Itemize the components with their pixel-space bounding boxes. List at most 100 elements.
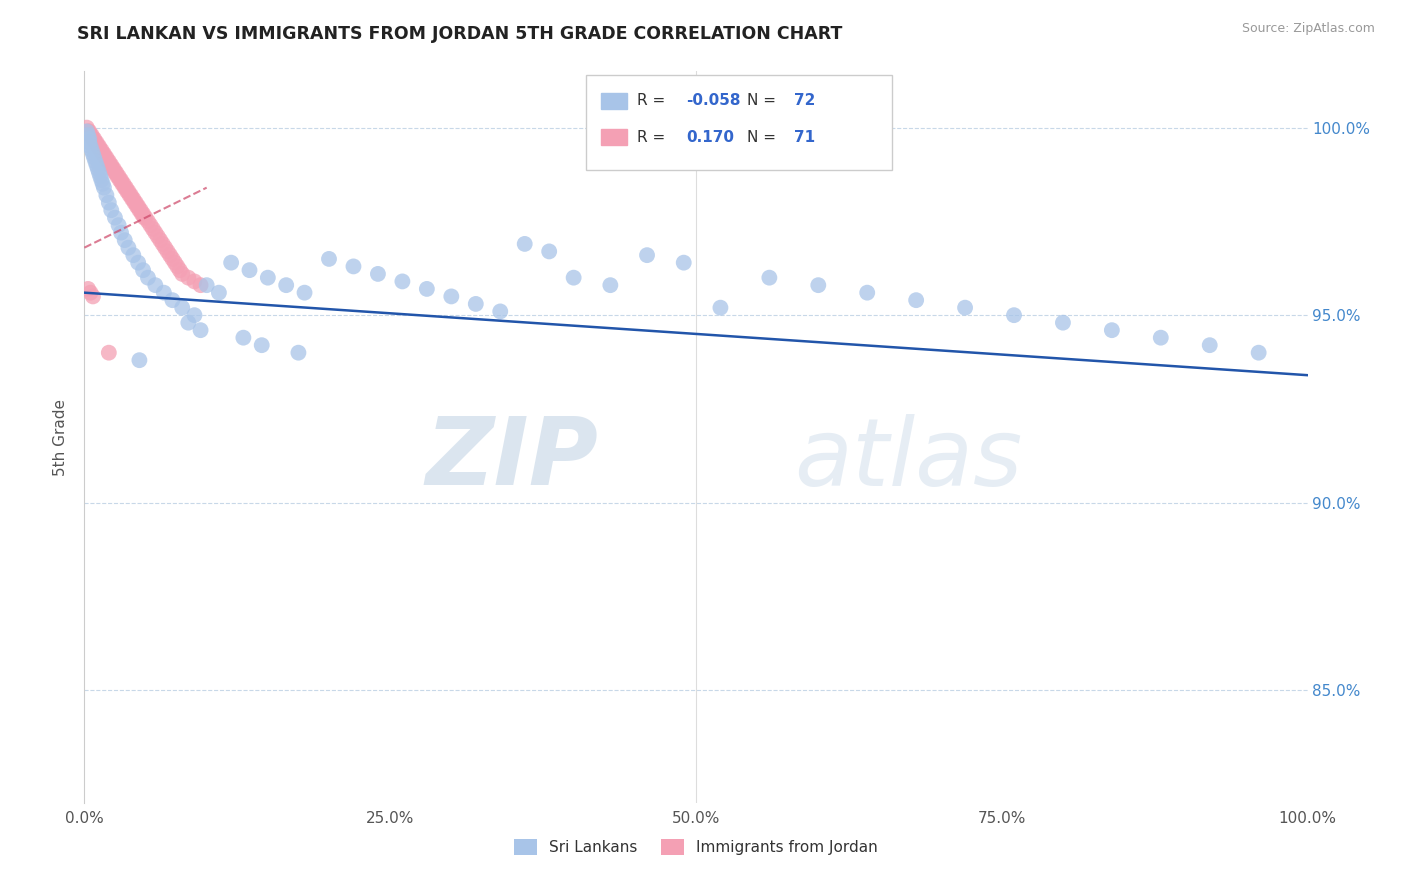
- Bar: [600, 93, 627, 109]
- Point: [101, 161, 124, 176]
- Point: [105, 169, 128, 184]
- Point: [238, 263, 260, 277]
- Point: [318, 252, 340, 266]
- Text: R =: R =: [637, 93, 671, 108]
- Point: [1247, 345, 1270, 359]
- Point: [142, 222, 165, 236]
- Point: [107, 218, 129, 232]
- Point: [111, 177, 134, 191]
- Point: [80, 128, 103, 142]
- Point: [117, 185, 139, 199]
- Point: [87, 139, 110, 153]
- Text: R =: R =: [637, 129, 671, 145]
- Point: [77, 132, 100, 146]
- Point: [112, 177, 135, 191]
- Point: [143, 278, 166, 293]
- Point: [513, 236, 536, 251]
- Bar: [586, 75, 891, 170]
- Point: [84, 136, 107, 150]
- Text: SRI LANKAN VS IMMIGRANTS FROM JORDAN 5TH GRADE CORRELATION CHART: SRI LANKAN VS IMMIGRANTS FROM JORDAN 5TH…: [77, 25, 842, 43]
- Point: [1052, 316, 1074, 330]
- Point: [104, 166, 127, 180]
- Point: [177, 270, 200, 285]
- Point: [190, 323, 212, 337]
- Point: [257, 270, 280, 285]
- Point: [856, 285, 879, 300]
- Point: [758, 270, 780, 285]
- Point: [169, 263, 191, 277]
- Point: [117, 241, 139, 255]
- Point: [96, 188, 118, 202]
- Point: [139, 218, 162, 232]
- Point: [464, 297, 486, 311]
- Point: [110, 226, 132, 240]
- Point: [90, 173, 112, 187]
- Point: [128, 203, 150, 218]
- Point: [90, 143, 112, 157]
- Point: [83, 151, 105, 165]
- Point: [76, 124, 98, 138]
- Point: [276, 278, 298, 293]
- Point: [131, 207, 153, 221]
- Point: [162, 293, 184, 308]
- Point: [82, 147, 104, 161]
- Point: [122, 248, 145, 262]
- Point: [98, 158, 121, 172]
- Point: [86, 158, 108, 172]
- Point: [93, 180, 115, 194]
- Point: [125, 199, 148, 213]
- Text: 72: 72: [794, 93, 815, 108]
- Point: [177, 316, 200, 330]
- Point: [115, 185, 138, 199]
- Point: [156, 244, 179, 259]
- Point: [183, 274, 205, 288]
- Point: [163, 255, 186, 269]
- Point: [143, 226, 166, 240]
- Point: [94, 151, 117, 165]
- Point: [82, 132, 104, 146]
- Point: [195, 278, 218, 293]
- Point: [105, 166, 128, 180]
- Text: 71: 71: [794, 129, 815, 145]
- Point: [127, 255, 149, 269]
- Point: [77, 128, 100, 142]
- Point: [562, 270, 585, 285]
- Point: [190, 278, 212, 293]
- Point: [636, 248, 658, 262]
- Point: [82, 289, 104, 303]
- Point: [153, 285, 176, 300]
- Point: [1101, 323, 1123, 337]
- Point: [172, 301, 194, 315]
- Point: [416, 282, 439, 296]
- Point: [87, 166, 110, 180]
- Point: [93, 147, 115, 161]
- Point: [599, 278, 621, 293]
- Point: [100, 158, 122, 172]
- Point: [152, 236, 174, 251]
- Point: [136, 214, 159, 228]
- Point: [79, 128, 101, 142]
- Y-axis label: 5th Grade: 5th Grade: [53, 399, 69, 475]
- Text: ZIP: ZIP: [425, 413, 598, 505]
- Point: [135, 211, 157, 225]
- Point: [672, 255, 695, 269]
- Point: [120, 188, 142, 202]
- Point: [146, 229, 169, 244]
- Point: [166, 260, 188, 274]
- Point: [807, 278, 830, 293]
- Point: [136, 270, 159, 285]
- Point: [79, 139, 101, 153]
- Point: [1002, 308, 1025, 322]
- Point: [76, 120, 98, 135]
- Point: [905, 293, 928, 308]
- Point: [114, 180, 136, 194]
- Point: [97, 345, 120, 359]
- Point: [97, 195, 120, 210]
- Point: [100, 203, 122, 218]
- Point: [149, 233, 172, 247]
- Point: [91, 147, 114, 161]
- Point: [115, 180, 138, 194]
- Point: [104, 211, 127, 225]
- Text: -0.058: -0.058: [686, 93, 741, 108]
- Point: [77, 282, 100, 296]
